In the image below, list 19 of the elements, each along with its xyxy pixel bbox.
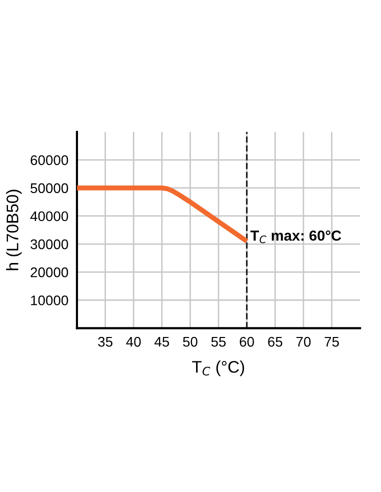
y-tick-label: 30000: [30, 239, 68, 250]
x-tick-label: 70: [296, 336, 311, 347]
x-tick-label: 55: [211, 337, 226, 347]
y-tick-label: 10000: [31, 295, 68, 306]
x-tick-label: 40: [126, 336, 141, 347]
y-tick-label: 20000: [30, 267, 68, 278]
x-axis-title: T$_{C}$ (°C): [192, 360, 244, 376]
x-tick-label: 60: [240, 336, 254, 347]
x-tick-label: 65: [268, 336, 282, 347]
line-series: [76, 186, 250, 244]
y-tick-label: 40000: [30, 211, 68, 222]
y-axis-title: h (L70B50): [6, 190, 22, 270]
x-tick-label: 75: [324, 337, 339, 347]
y-tick-label: 50000: [30, 183, 68, 194]
x-tick-label: 35: [98, 336, 112, 347]
y-tick-label: 60000: [30, 155, 68, 166]
x-tick-label: 45: [154, 337, 170, 347]
ref-line-label: T$_{C}$ max: 60°C: [250, 230, 342, 244]
x-tick-label: 50: [183, 336, 198, 347]
